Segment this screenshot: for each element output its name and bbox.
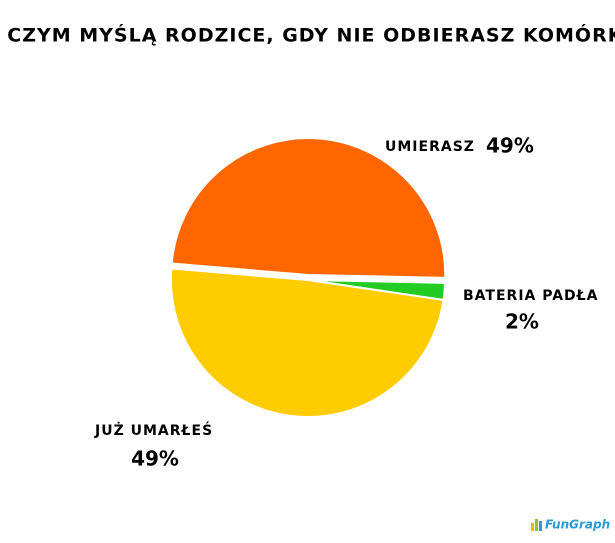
value-label: 2% — [505, 310, 539, 334]
watermark-logo — [531, 519, 542, 531]
logo-bar — [531, 523, 534, 531]
slice-label: BATERIA PADŁA — [463, 288, 599, 304]
slice-label: UMIERASZ — [385, 139, 475, 155]
chart-title: O CZYM MYŚLĄ RODZICE, GDY NIE ODBIERASZ … — [0, 23, 615, 47]
pie-slice — [170, 137, 447, 279]
value-label: 49% — [131, 447, 179, 471]
pie-slice — [170, 267, 445, 418]
logo-bar — [539, 521, 542, 531]
logo-bar — [535, 519, 538, 531]
value-label: 49% — [486, 134, 534, 158]
watermark: FunGraph — [545, 518, 610, 532]
slice-label: JUŻ UMARŁEŚ — [94, 421, 213, 439]
